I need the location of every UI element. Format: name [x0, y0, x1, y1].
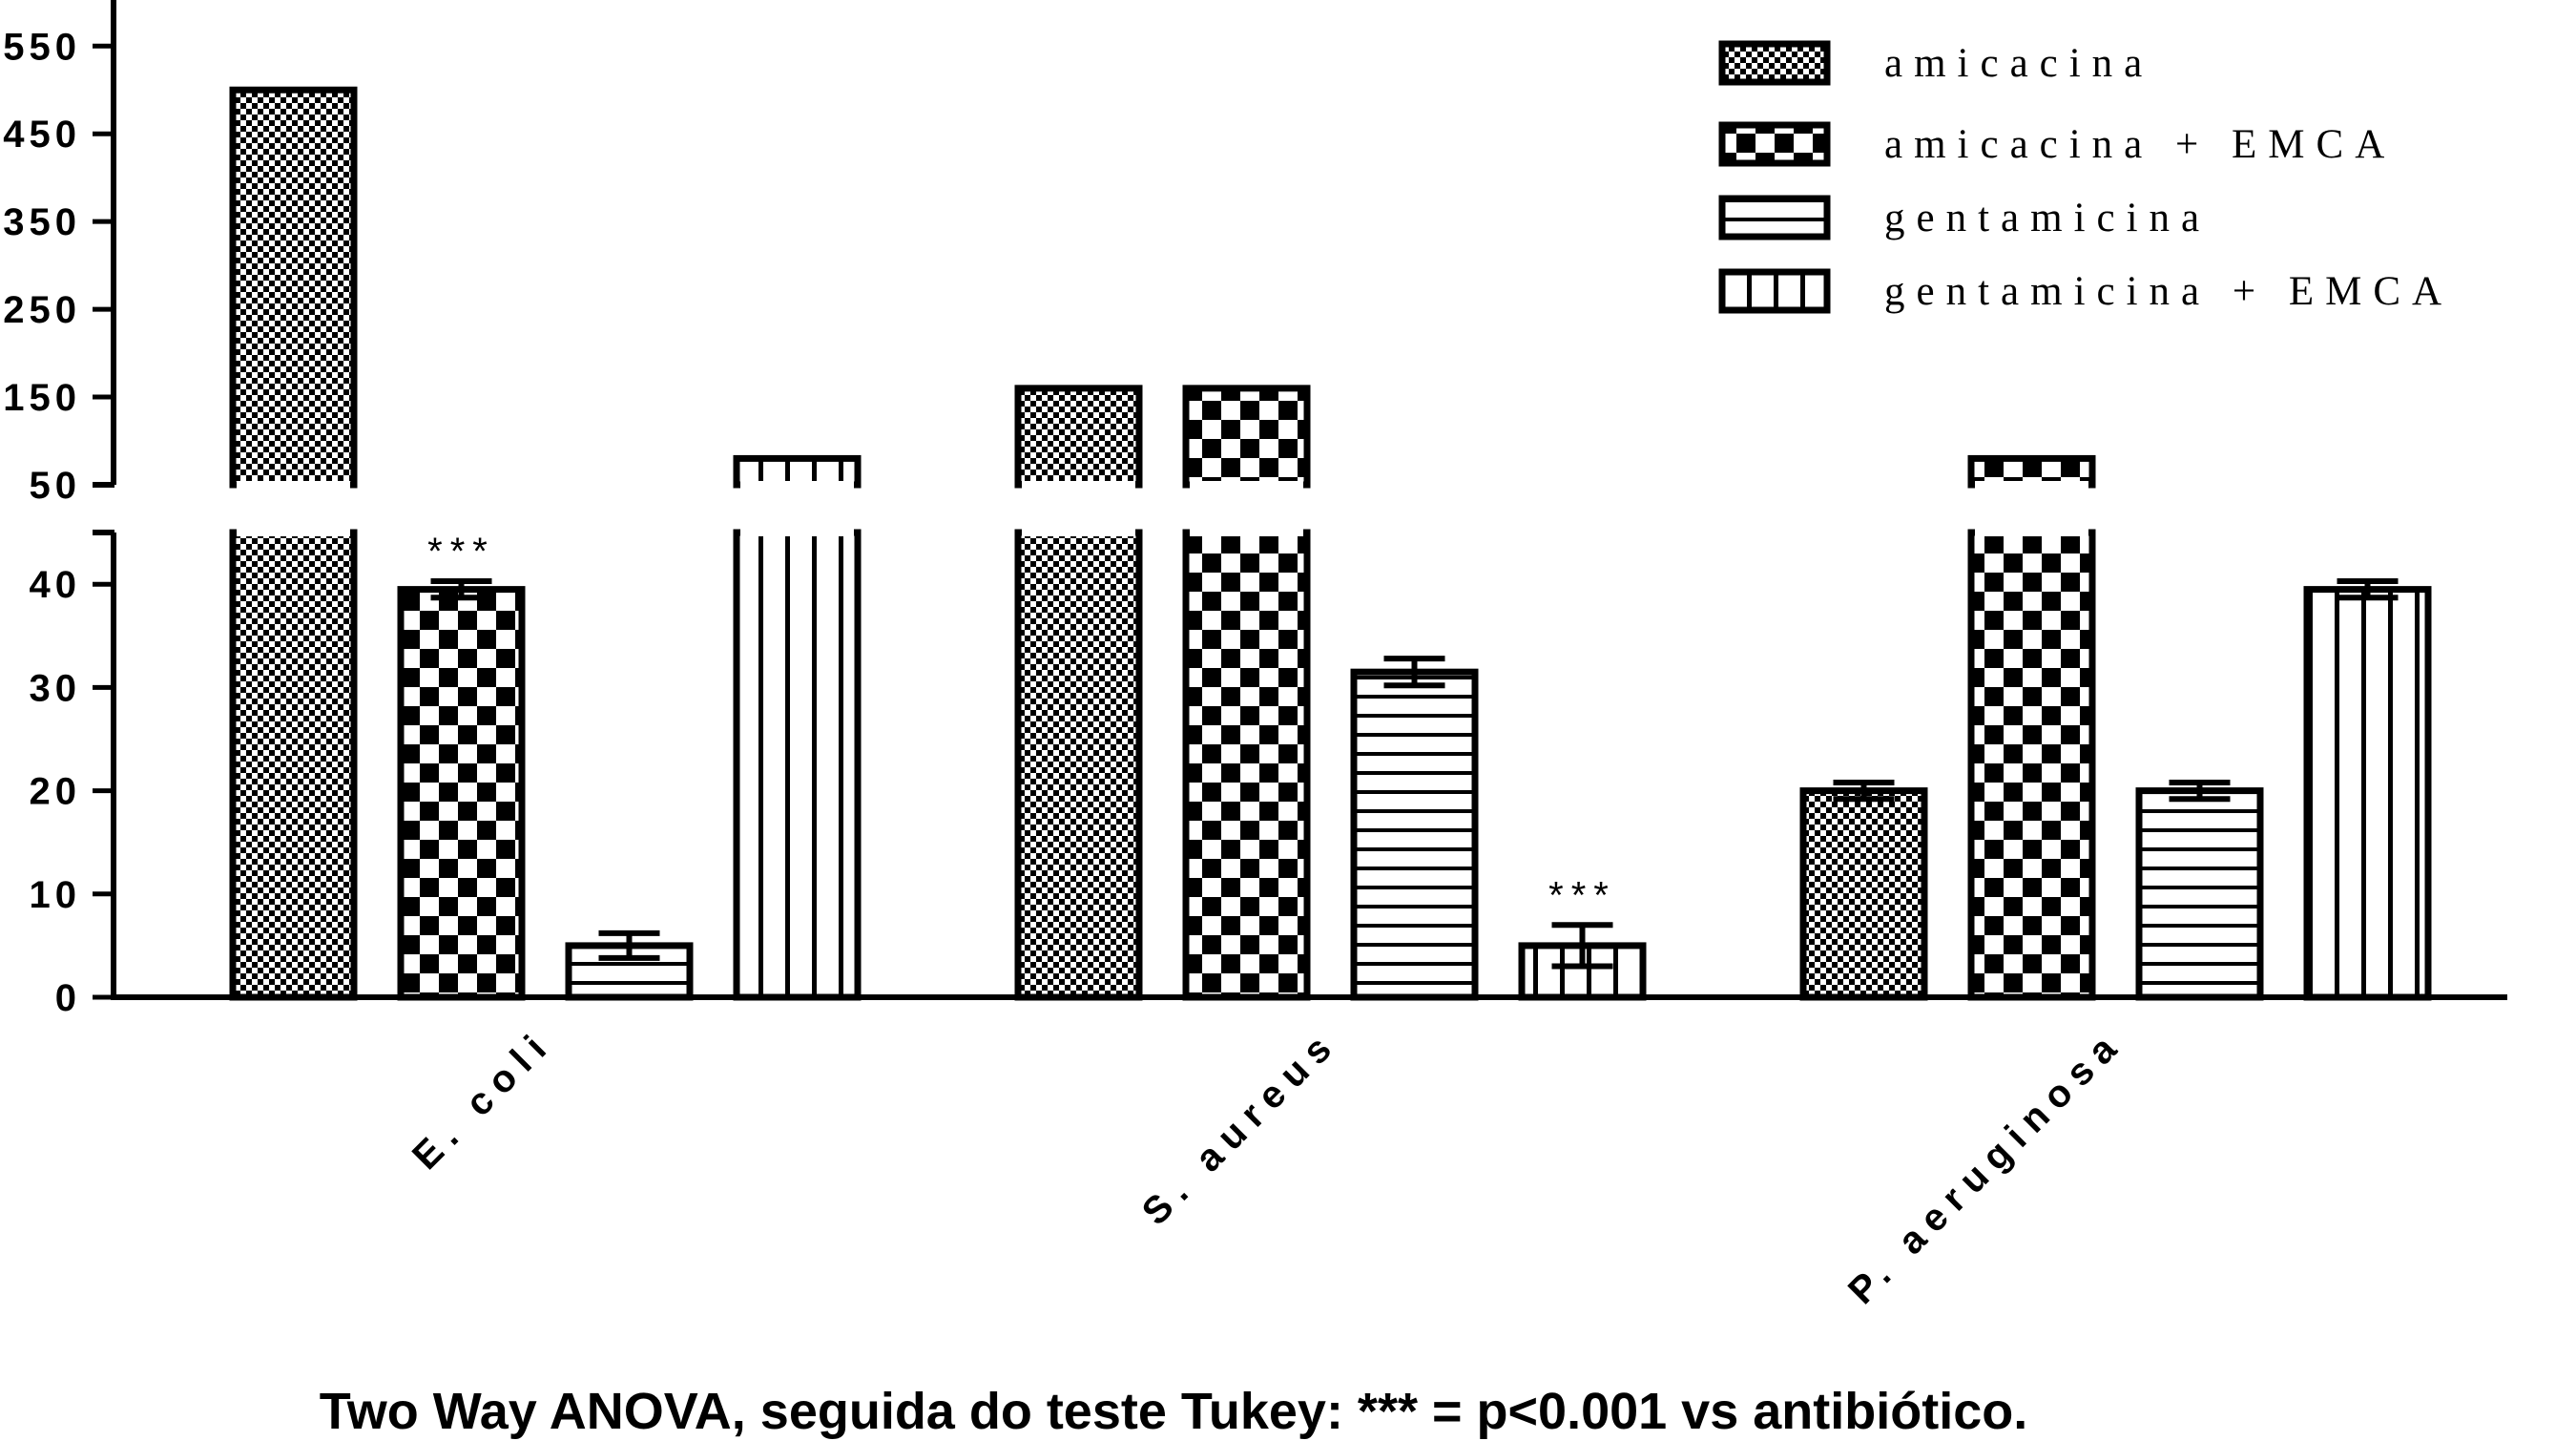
y-tick-label: 0 [55, 977, 81, 1019]
legend-label: amicacina + EMCA [1884, 122, 2396, 167]
category-label: S. aureus [1134, 1021, 1346, 1233]
significance-marker: *** [427, 531, 495, 573]
y-tick-label: 10 [30, 874, 82, 916]
category-label: P. aeruginosa [1840, 1021, 2131, 1312]
bars [229, 86, 2432, 1001]
bar-coarse-checker-upper [1967, 454, 2096, 489]
bar-fine-checker-upper [1014, 385, 1143, 489]
axes [93, 0, 2507, 1000]
legend-swatch-coarse-checker [1718, 121, 1831, 167]
y-tick-label: 40 [30, 564, 82, 606]
y-axis-ticks: 0 10 20 30 40 50 150 250 350 450 550 [3, 26, 114, 1019]
y-tick-label: 350 [3, 201, 81, 243]
legend-label: amicacina [1884, 41, 2153, 86]
legend-swatch-fine-checker [1718, 40, 1831, 86]
y-tick-label: 50 [30, 465, 82, 507]
y-tick-label: 450 [3, 114, 81, 156]
bar-horizontal-stripes [2135, 787, 2264, 1001]
bar-fine-checker [229, 529, 358, 1001]
category-label: E. coli [405, 1021, 561, 1178]
y-tick-label: 30 [30, 667, 82, 709]
bar-horizontal-stripes [1350, 668, 1479, 1001]
bar-fine-checker [1799, 787, 1928, 1001]
bar-coarse-checker [1967, 529, 2096, 1001]
bar-fine-checker-upper [229, 86, 358, 489]
legend-label: gentamicina + EMCA [1884, 269, 2453, 314]
bar-vertical-stripes-upper [733, 454, 862, 489]
significance-marker: *** [1548, 874, 1616, 916]
bar-vertical-stripes [733, 529, 862, 1001]
legend-label: gentamicina [1884, 196, 2211, 240]
y-tick-label: 550 [3, 26, 81, 68]
bar-coarse-checker [397, 586, 526, 1001]
bar-vertical-stripes [2303, 586, 2432, 1001]
y-tick-label: 150 [3, 377, 81, 419]
legend-swatch-vertical-stripes [1718, 268, 1831, 314]
legend: amicacina amicacina + EMCA gentamicina gent… [1718, 40, 2453, 314]
bar-coarse-checker-upper [1182, 385, 1311, 489]
legend-swatch-horizontal-stripes [1718, 195, 1831, 240]
chart-caption: Two Way ANOVA, seguida do teste Tukey: *… [320, 1383, 2027, 1440]
bar-fine-checker [1014, 529, 1143, 1001]
bar-coarse-checker [1182, 529, 1311, 1001]
y-tick-label: 20 [30, 771, 82, 813]
y-tick-label: 250 [3, 289, 81, 331]
